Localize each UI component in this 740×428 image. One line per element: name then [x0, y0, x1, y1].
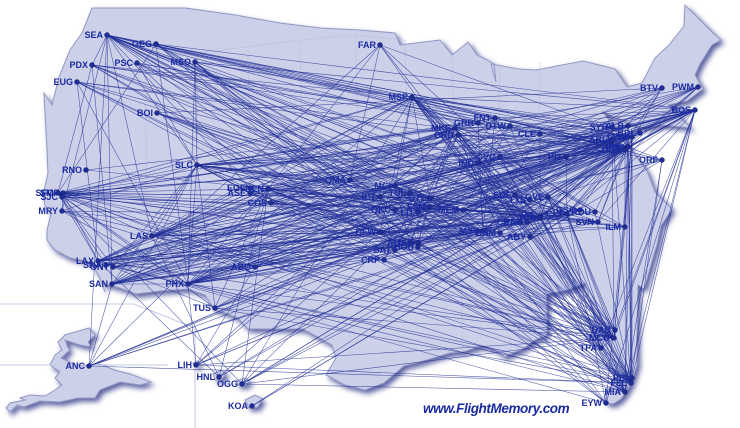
svg-text:TUS: TUS: [193, 303, 211, 313]
svg-text:COS: COS: [247, 198, 267, 208]
svg-text:PHX: PHX: [165, 279, 184, 289]
svg-text:HNL: HNL: [197, 372, 216, 382]
svg-text:DFW: DFW: [356, 227, 377, 237]
svg-text:PIT: PIT: [548, 152, 563, 162]
svg-text:LAS: LAS: [130, 231, 148, 241]
svg-text:PWM: PWM: [672, 82, 694, 92]
svg-text:www.FlightMemory.com: www.FlightMemory.com: [423, 401, 570, 416]
svg-text:RNO: RNO: [62, 165, 82, 175]
svg-text:PSC: PSC: [114, 58, 133, 68]
svg-text:IND: IND: [459, 158, 475, 168]
svg-text:GVE: GVE: [525, 192, 544, 202]
svg-text:STL: STL: [409, 193, 427, 203]
svg-text:GEG: GEG: [132, 39, 152, 49]
svg-text:TYS: TYS: [508, 195, 526, 205]
svg-text:ICT: ICT: [362, 192, 377, 202]
svg-text:EWR: EWR: [607, 132, 628, 142]
svg-text:OMA: OMA: [325, 175, 346, 185]
svg-text:ORD: ORD: [434, 130, 455, 140]
svg-text:EGE: EGE: [227, 183, 246, 193]
svg-text:TPA: TPA: [580, 343, 598, 353]
svg-text:TLH: TLH: [519, 213, 537, 223]
svg-text:BOS: BOS: [671, 105, 691, 115]
svg-text:SVN: SVN: [575, 217, 594, 227]
svg-text:FNT: FNT: [474, 113, 492, 123]
svg-text:ONT: ONT: [90, 262, 110, 272]
svg-text:ORF: ORF: [639, 155, 659, 165]
svg-text:HOU: HOU: [394, 242, 414, 252]
svg-text:OGG: OGG: [217, 379, 238, 389]
svg-text:MEM: MEM: [438, 205, 459, 215]
svg-text:MSP: MSP: [388, 92, 408, 102]
svg-text:CVG: CVG: [476, 152, 496, 162]
svg-text:ABE: ABE: [589, 135, 608, 145]
svg-text:DEN: DEN: [245, 184, 264, 194]
svg-text:ANC: ANC: [66, 361, 86, 371]
svg-text:LIH: LIH: [178, 360, 193, 370]
svg-text:CLE: CLE: [518, 129, 536, 139]
svg-text:ABY: ABY: [507, 232, 526, 242]
svg-text:LIT: LIT: [401, 207, 415, 217]
svg-text:MSO: MSO: [170, 57, 191, 67]
svg-text:TUL: TUL: [389, 188, 407, 198]
svg-text:BOI: BOI: [137, 108, 153, 118]
svg-text:ILM: ILM: [606, 222, 622, 232]
svg-text:MIA: MIA: [605, 387, 622, 397]
svg-text:SJC: SJC: [40, 192, 58, 202]
svg-text:EUG: EUG: [53, 77, 73, 87]
svg-text:PDX: PDX: [69, 60, 88, 70]
svg-text:SLC: SLC: [175, 160, 194, 170]
svg-text:MRY: MRY: [38, 206, 58, 216]
svg-text:OKC: OKC: [371, 205, 392, 215]
svg-text:SEA: SEA: [84, 30, 103, 40]
svg-text:PHL: PHL: [606, 142, 625, 152]
svg-text:CRP: CRP: [361, 255, 380, 265]
svg-text:MCO: MCO: [589, 333, 610, 343]
svg-text:BTV: BTV: [640, 83, 658, 93]
svg-text:SDF: SDF: [493, 190, 512, 200]
svg-text:GSO: GSO: [556, 205, 576, 215]
svg-text:SAN: SAN: [89, 279, 108, 289]
svg-text:MSY: MSY: [459, 226, 479, 236]
svg-text:KOA: KOA: [228, 401, 249, 411]
svg-text:ABQ: ABQ: [231, 262, 251, 272]
svg-text:EYW: EYW: [581, 398, 602, 408]
svg-text:FAR: FAR: [358, 40, 377, 50]
svg-text:GRR: GRR: [454, 118, 475, 128]
svg-text:SAT: SAT: [374, 245, 392, 255]
